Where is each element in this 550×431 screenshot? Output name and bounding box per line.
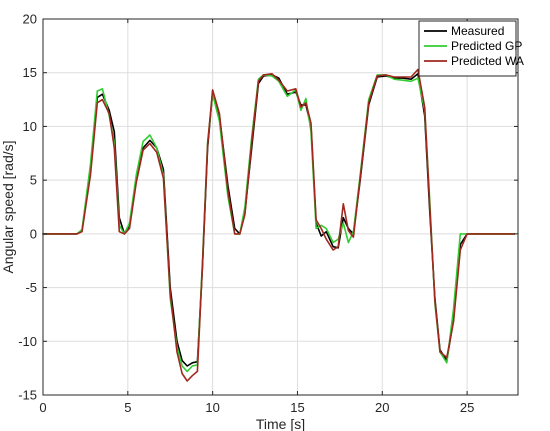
x-tick-label: 5	[124, 400, 131, 415]
x-tick-label: 20	[375, 400, 389, 415]
y-tick-label: -10	[18, 334, 37, 349]
series-line-predicted-wa	[42, 68, 516, 382]
x-tick-label: 15	[290, 400, 304, 415]
x-tick-label: 25	[460, 400, 474, 415]
x-tick-label: 10	[205, 400, 219, 415]
y-tick-label: -5	[25, 280, 37, 295]
x-axis-label: Time [s]	[256, 416, 305, 431]
series-layer	[42, 68, 516, 382]
y-tick-label: 20	[23, 12, 37, 27]
y-tick-label: -15	[18, 388, 37, 403]
y-tick-label: 10	[23, 119, 37, 134]
legend-entry-label: Predicted GP	[451, 39, 522, 53]
x-tick-label: 0	[39, 400, 46, 415]
legend-entry-label: Measured	[451, 24, 504, 38]
legend-entry-label: Predicted WA	[451, 54, 524, 68]
y-tick-label: 5	[30, 173, 37, 188]
plot-frame	[42, 18, 519, 396]
y-tick-label: 0	[30, 226, 37, 241]
axis-ticks: 0 5 10 15 20 25 -15 -10 -5 0 5 10 15 20	[18, 12, 518, 415]
y-axis-label: Angular speed [rad/s]	[0, 140, 16, 273]
y-tick-label: 15	[23, 65, 37, 80]
